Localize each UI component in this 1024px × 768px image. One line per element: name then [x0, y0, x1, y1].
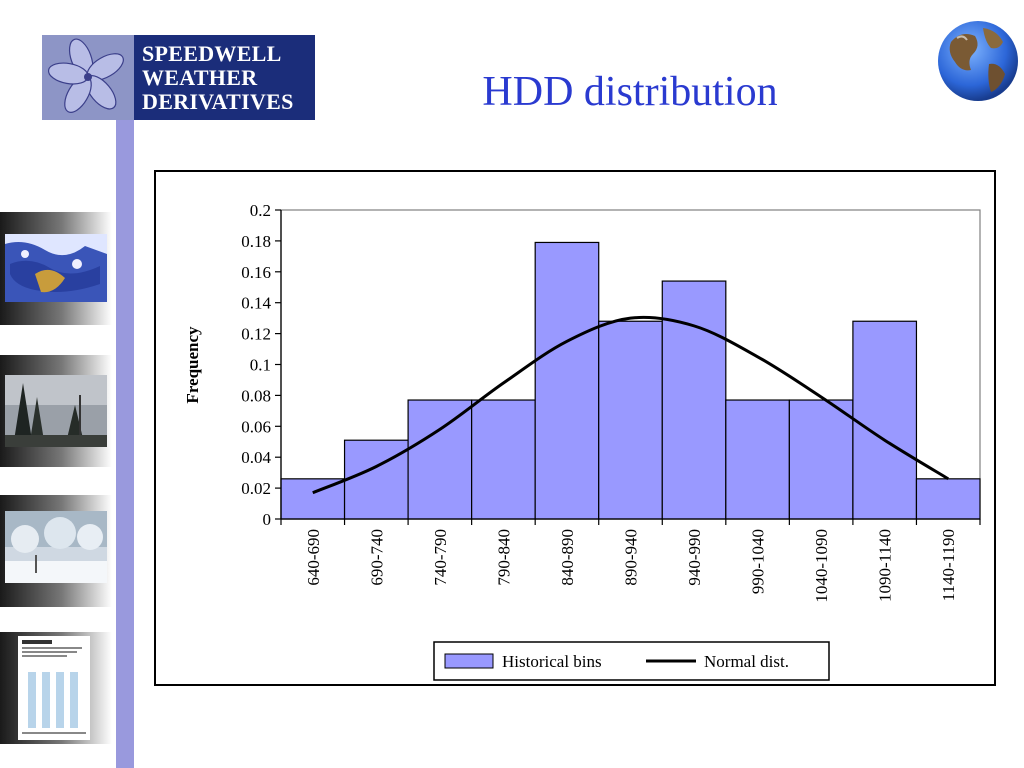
y-tick-label: 0.14 — [241, 294, 271, 313]
globe-icon — [938, 21, 1018, 101]
y-tick-label: 0.02 — [241, 479, 271, 498]
legend-label: Historical bins — [502, 652, 602, 671]
normal-dist-line — [312, 315, 950, 495]
y-tick-label: 0.1 — [250, 356, 271, 375]
histogram-bar — [598, 320, 663, 520]
y-tick-label: 0.16 — [241, 263, 271, 282]
legend-bar-swatch — [444, 653, 494, 669]
hdd-distribution-chart: Frequency 0 0.02 0.04 0.06 0.08 0.1 0.12 0.14 0.… — [183, 201, 981, 681]
y-tick-label: 0.2 — [250, 201, 271, 220]
x-tick-label: 640-690 — [304, 529, 323, 586]
histogram-bar — [661, 280, 727, 520]
chart-legend: Historical bins Normal dist. — [433, 641, 830, 681]
x-tick-label: 890-940 — [622, 529, 641, 586]
histogram-bar — [788, 399, 854, 520]
y-axis-label: Frequency — [183, 326, 202, 404]
y-tick-label: 0.18 — [241, 232, 271, 251]
slide-title: HDD distribution — [482, 69, 778, 115]
flower-logo-icon — [42, 35, 134, 120]
logo-text-line: WEATHER — [142, 64, 258, 90]
y-tick-label: 0.08 — [241, 386, 271, 405]
x-tick-label: 790-840 — [494, 529, 513, 586]
y-tick-label: 0.12 — [241, 325, 271, 344]
wet-months-image — [18, 636, 90, 740]
histogram-bar — [534, 241, 600, 520]
thumbnail-snow — [0, 495, 112, 607]
thumbnail-weather-map — [0, 212, 112, 325]
x-tick-label: 990-1040 — [749, 529, 768, 594]
histogram-bar — [852, 320, 918, 520]
thumbnail-wet-months-chart — [0, 632, 112, 744]
x-tick-label: 1140-1190 — [939, 529, 958, 601]
trees-image — [5, 375, 107, 447]
x-tick-label: 840-890 — [558, 529, 577, 586]
y-tick-label: 0 — [263, 510, 272, 529]
weather-map-image — [5, 234, 107, 302]
histogram-bar — [915, 478, 981, 520]
logo-text-line: DERIVATIVES — [142, 88, 294, 114]
legend-label: Normal dist. — [704, 652, 789, 671]
x-tick-label: 940-990 — [685, 529, 704, 586]
chart-frame: Frequency 0 0.02 0.04 0.06 0.08 0.1 0.12 0.14 0.… — [154, 170, 996, 686]
side-strip — [116, 118, 134, 768]
x-tick-label: 690-740 — [367, 529, 386, 586]
snow-image — [5, 511, 107, 583]
x-tick-label: 1040-1090 — [812, 529, 831, 603]
histogram-bar — [725, 399, 790, 520]
histogram-bar — [471, 399, 536, 520]
y-tick-label: 0.06 — [241, 417, 271, 436]
x-tick-label: 1090-1140 — [876, 529, 895, 602]
y-tick-label: 0.04 — [241, 448, 271, 467]
x-tick-label: 740-790 — [431, 529, 450, 586]
histogram-bar — [343, 439, 409, 520]
thumbnail-trees — [0, 355, 112, 467]
histogram-bar — [407, 399, 473, 520]
logo-text-line: SPEEDWELL — [142, 40, 282, 66]
company-logo: SPEEDWELL WEATHER DERIVATIVES — [42, 35, 315, 120]
